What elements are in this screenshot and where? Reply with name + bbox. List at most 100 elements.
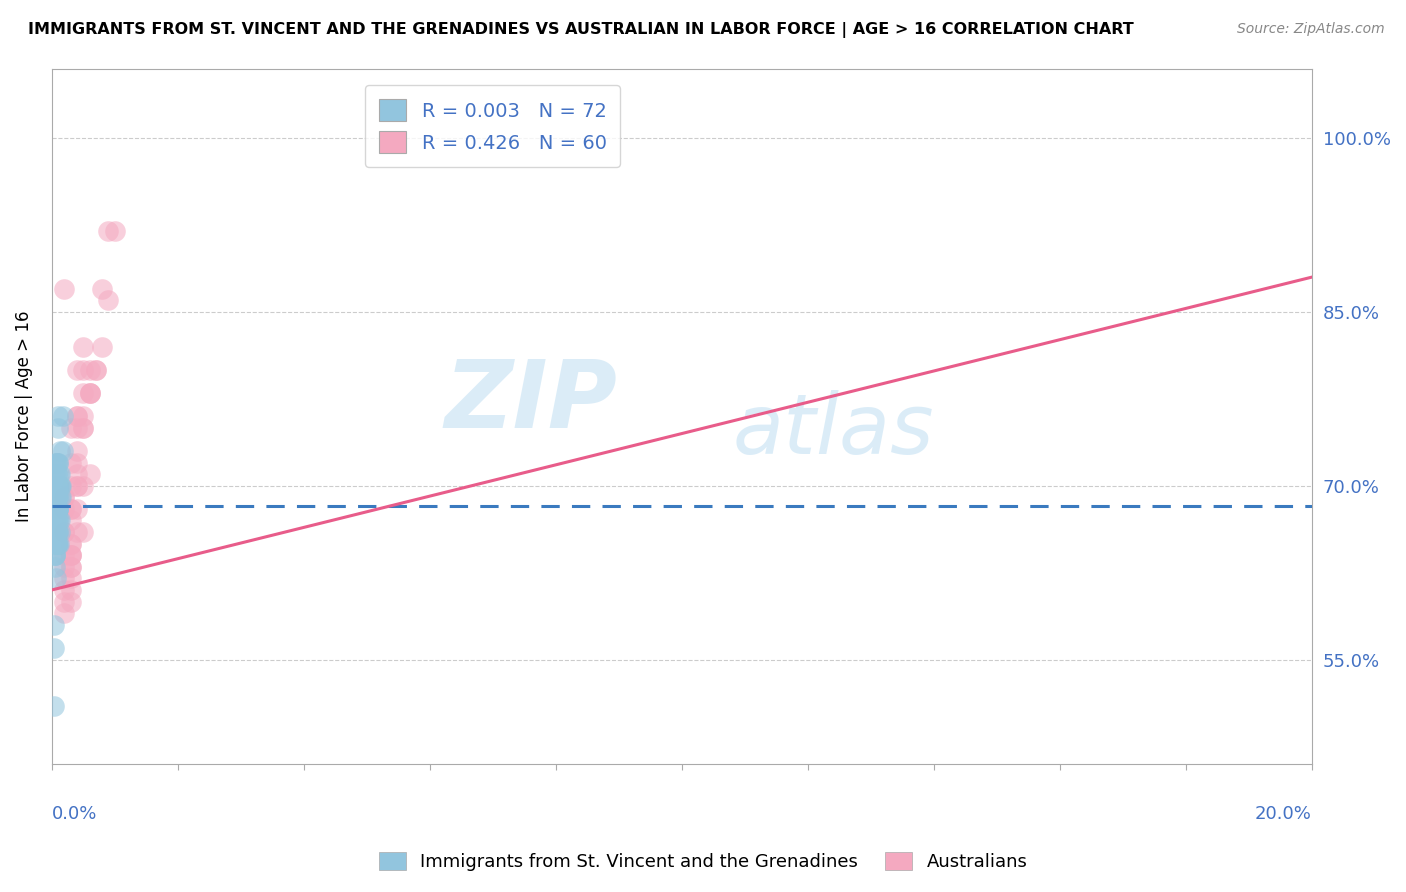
Text: atlas: atlas	[733, 390, 934, 471]
Point	[46, 524, 69, 539]
Point	[46, 513, 69, 527]
Point	[46, 501, 69, 516]
Point	[72, 421, 94, 435]
Point	[59, 548, 82, 562]
Point	[44, 513, 66, 527]
Point	[46, 479, 69, 493]
Point	[53, 559, 76, 574]
Point	[44, 559, 66, 574]
Point	[49, 479, 72, 493]
Point	[53, 490, 76, 504]
Point	[59, 513, 82, 527]
Point	[72, 363, 94, 377]
Point	[45, 513, 67, 527]
Point	[42, 698, 65, 713]
Point	[59, 536, 82, 550]
Point	[49, 490, 72, 504]
Point	[46, 490, 69, 504]
Point	[45, 467, 67, 482]
Point	[66, 409, 89, 424]
Point	[46, 479, 69, 493]
Point	[45, 571, 67, 585]
Point	[46, 479, 69, 493]
Point	[48, 536, 70, 550]
Point	[66, 467, 89, 482]
Point	[53, 282, 76, 296]
Point	[53, 501, 76, 516]
Point	[59, 479, 82, 493]
Point	[46, 456, 69, 470]
Point	[59, 559, 82, 574]
Point	[44, 456, 66, 470]
Point	[72, 340, 94, 354]
Point	[59, 559, 82, 574]
Point	[48, 513, 70, 527]
Text: 0.0%: 0.0%	[52, 805, 97, 823]
Point	[44, 548, 66, 562]
Point	[46, 409, 69, 424]
Point	[72, 421, 94, 435]
Legend: R = 0.003   N = 72, R = 0.426   N = 60: R = 0.003 N = 72, R = 0.426 N = 60	[366, 86, 620, 167]
Point	[45, 501, 67, 516]
Point	[52, 444, 75, 458]
Point	[49, 513, 72, 527]
Point	[45, 490, 67, 504]
Point	[104, 224, 127, 238]
Y-axis label: In Labor Force | Age > 16: In Labor Force | Age > 16	[15, 310, 32, 522]
Point	[66, 444, 89, 458]
Point	[45, 501, 67, 516]
Point	[51, 479, 73, 493]
Point	[53, 594, 76, 608]
Point	[44, 524, 66, 539]
Point	[46, 501, 69, 516]
Point	[45, 456, 67, 470]
Point	[49, 479, 72, 493]
Point	[46, 501, 69, 516]
Point	[45, 501, 67, 516]
Point	[44, 479, 66, 493]
Point	[44, 524, 66, 539]
Point	[66, 456, 89, 470]
Point	[45, 536, 67, 550]
Point	[45, 536, 67, 550]
Text: IMMIGRANTS FROM ST. VINCENT AND THE GRENADINES VS AUSTRALIAN IN LABOR FORCE | AG: IMMIGRANTS FROM ST. VINCENT AND THE GREN…	[28, 22, 1133, 38]
Point	[66, 524, 89, 539]
Point	[66, 409, 89, 424]
Point	[59, 536, 82, 550]
Text: ZIP: ZIP	[444, 356, 617, 449]
Point	[53, 606, 76, 620]
Point	[97, 293, 120, 308]
Point	[45, 513, 67, 527]
Point	[59, 548, 82, 562]
Point	[45, 536, 67, 550]
Point	[72, 386, 94, 401]
Point	[45, 524, 67, 539]
Point	[66, 479, 89, 493]
Point	[45, 524, 67, 539]
Point	[53, 490, 76, 504]
Point	[49, 444, 72, 458]
Point	[44, 456, 66, 470]
Point	[66, 501, 89, 516]
Point	[53, 524, 76, 539]
Point	[53, 548, 76, 562]
Point	[79, 386, 101, 401]
Point	[46, 501, 69, 516]
Point	[46, 421, 69, 435]
Point	[59, 501, 82, 516]
Point	[59, 456, 82, 470]
Text: 20.0%: 20.0%	[1256, 805, 1312, 823]
Point	[59, 548, 82, 562]
Point	[44, 513, 66, 527]
Point	[53, 524, 76, 539]
Point	[79, 363, 101, 377]
Point	[46, 536, 69, 550]
Point	[79, 386, 101, 401]
Point	[72, 409, 94, 424]
Point	[44, 548, 66, 562]
Point	[46, 501, 69, 516]
Point	[46, 524, 69, 539]
Point	[45, 501, 67, 516]
Point	[59, 421, 82, 435]
Point	[45, 490, 67, 504]
